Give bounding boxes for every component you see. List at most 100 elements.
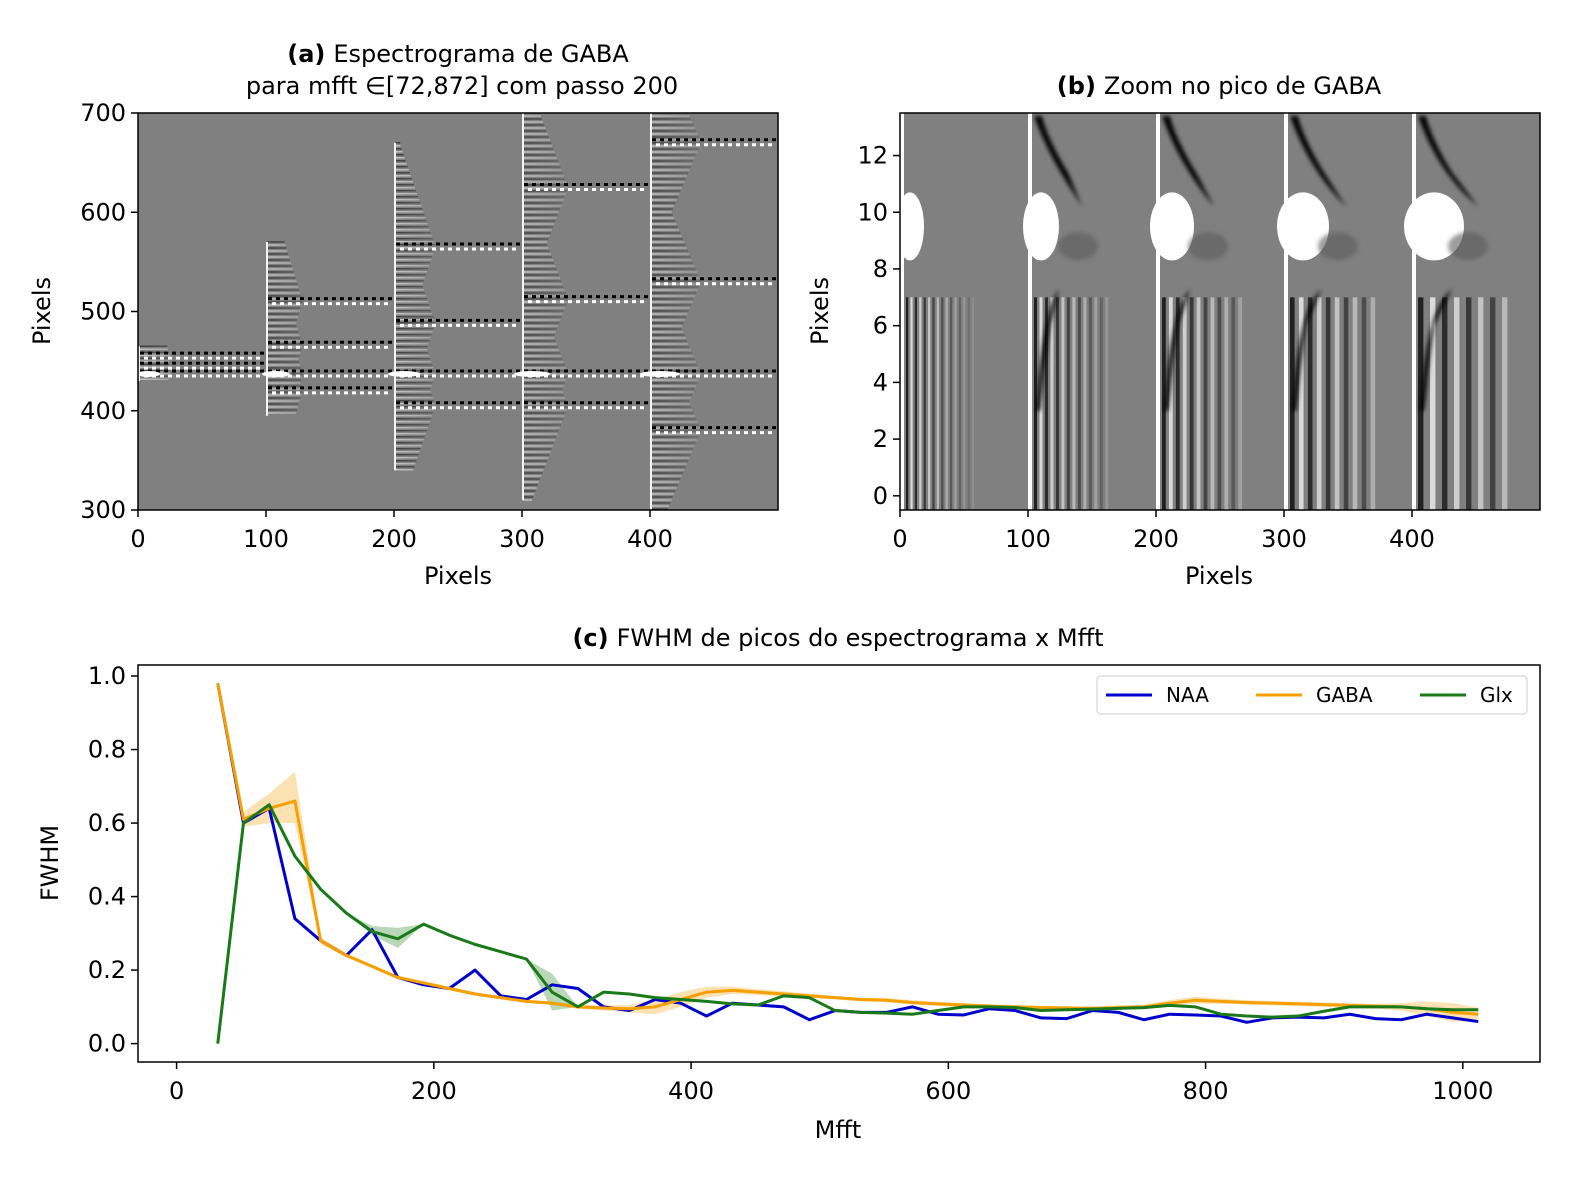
zoom-bright-lobe [1150,192,1194,261]
zoom-edge [1284,113,1288,510]
zoom-stripe [1231,297,1236,510]
zoom-edge [1156,113,1160,510]
panel-b-title-bold: (b) [1057,72,1096,100]
y-tick-label: 0.6 [88,809,126,837]
zoom-stripe [1105,297,1109,510]
panel-b-ylabel: Pixels [806,277,834,345]
zoom-stripe [1196,297,1201,510]
panel-a-heatmap [138,113,776,510]
zoom-stripe [1298,297,1304,510]
x-tick-label: 300 [1261,525,1307,553]
fringe-fade [394,142,458,471]
y-tick-label: 12 [857,142,888,170]
x-tick-label: 200 [1133,525,1179,553]
zoom-stripe [1083,297,1087,510]
legend-label-gaba: GABA [1316,683,1373,707]
zoom-block [1150,113,1243,510]
zoom-dark-streak-mid [1292,288,1321,411]
zoom-stripe [906,297,909,510]
panel-b: (b) Zoom no pico de GABA 0 100 200 300 400 0 2 4… [806,72,1541,590]
legend-label-glx: Glx [1480,683,1513,707]
zoom-dark-streak-top [1418,115,1478,207]
panel-a-ylabel: Pixels [28,277,56,345]
y-tick-label: 0.2 [88,956,126,984]
main-peak-highlight [262,371,290,378]
spectrogram-block [262,241,392,416]
fringe-fade [266,242,330,416]
panel-c-series [216,683,1479,1044]
zoom-stripe [1307,297,1313,510]
zoom-edge [1028,113,1032,510]
zoom-stripe [958,297,961,510]
zoom-dark-streak-mid [1420,288,1452,411]
y-tick-label: 0.8 [88,736,126,764]
zoom-stripe [1210,297,1215,510]
zoom-stripe [1352,297,1358,510]
zoom-dark-halo [1318,232,1358,261]
zoom-block [900,113,975,510]
zoom-stripe [1099,297,1103,510]
zoom-stripe [928,297,931,510]
zoom-stripe [1290,297,1295,510]
zoom-stripe [1088,297,1092,510]
panel-b-ticks: 0 100 200 300 400 0 2 4 6 8 10 12 [857,142,1434,553]
zoom-stripe [1454,297,1460,510]
zoom-stripe [1217,297,1222,510]
panel-a: (a) Espectrograma de GABA para mfft ∈[72,… [28,40,779,590]
panel-a-ticks: 0 100 200 300 400 300 400 500 600 700 [80,99,673,553]
spectrogram-block [388,142,520,471]
zoom-edge [900,113,904,510]
y-tick-label: 400 [80,397,126,425]
x-tick-label: 200 [411,1077,457,1105]
y-tick-label: 0.0 [88,1030,126,1058]
zoom-stripe [1066,297,1070,510]
zoom-stripe [1055,297,1059,510]
zoom-stripe [932,297,935,510]
main-peak-highlight [138,371,160,378]
y-tick-label: 6 [873,312,888,340]
panel-c-plot-area [138,665,1540,1062]
panel-c-frame [137,664,1541,1063]
zoom-stripe [1502,297,1508,510]
y-tick-label: 4 [873,368,888,396]
zoom-dark-halo [1188,232,1228,261]
zoom-stripe [919,297,922,510]
panel-c-ylabel: FWHM [36,825,64,901]
zoom-stripe [1224,297,1229,510]
zoom-stripe [1430,297,1436,510]
zoom-stripe [1039,297,1043,510]
panel-b-xlabel: Pixels [1185,562,1253,590]
zoom-stripe [1034,297,1037,510]
zoom-stripe [1094,297,1098,510]
y-tick-label: 10 [857,198,888,226]
zoom-stripe [923,297,926,510]
spectrogram-block [640,113,776,510]
x-tick-label: 800 [1183,1077,1229,1105]
y-tick-label: 1.0 [88,662,126,690]
zoom-dark-halo [1448,232,1488,261]
zoom-bright-lobe [1277,192,1329,261]
zoom-stripe [1334,297,1340,510]
zoom-dark-halo [1058,232,1098,261]
zoom-stripe [1203,297,1208,510]
y-tick-label: 0 [873,482,888,510]
x-tick-label: 0 [169,1077,184,1105]
panel-c-title-rest: FWHM de picos do espectrograma x Mfft [617,624,1104,652]
zoom-stripe [1175,297,1180,510]
zoom-stripe [1072,297,1076,510]
zoom-bright-lobe [1023,192,1059,261]
panel-b-title: (b) Zoom no pico de GABA [1057,72,1382,100]
series-gaba-line [216,683,1479,1016]
zoom-stripe [945,297,948,510]
y-tick-label: 600 [80,198,126,226]
legend-label-naa: NAA [1166,683,1209,707]
x-tick-label: 400 [1389,525,1435,553]
spectrogram-block [138,345,264,381]
y-tick-label: 700 [80,99,126,127]
panel-a-xlabel: Pixels [424,562,492,590]
zoom-stripe [950,297,953,510]
x-tick-label: 600 [925,1077,971,1105]
panel-c-legend: NAA GABA Glx [1096,675,1528,715]
zoom-stripe [936,297,939,510]
zoom-stripe [1189,297,1194,510]
